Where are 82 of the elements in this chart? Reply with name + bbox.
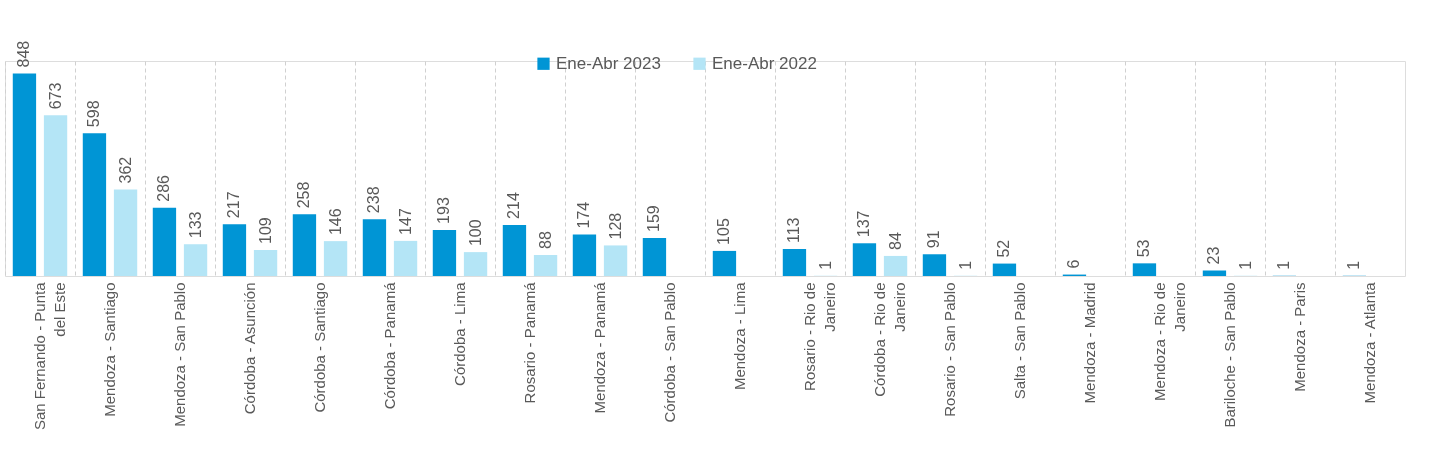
bar [432, 229, 457, 276]
x-tick-label: Mendoza - Rio de Janeiro [1151, 282, 1188, 401]
data-label: 159 [645, 205, 663, 233]
bar [603, 245, 628, 276]
bar [183, 244, 208, 276]
bar [323, 241, 348, 276]
data-label: 174 [575, 201, 593, 229]
data-label: 88 [536, 231, 554, 249]
data-label: 848 [15, 40, 33, 68]
data-label: 1 [816, 260, 834, 270]
bar [533, 254, 558, 276]
data-label: 84 [886, 232, 904, 250]
bar [1132, 263, 1157, 276]
data-label: 258 [295, 181, 313, 209]
bar [1202, 270, 1227, 276]
bar [43, 115, 68, 276]
legend-label: Ene-Abr 2023 [556, 53, 661, 73]
x-tick-label: Salta - San Pablo [1011, 282, 1028, 400]
data-label: 105 [715, 218, 733, 245]
data-label: 146 [326, 208, 344, 236]
x-tick-label: Mendoza - Panamá [591, 281, 608, 414]
bar [222, 224, 247, 276]
data-label: 23 [1205, 246, 1223, 265]
data-label: 133 [186, 211, 204, 239]
data-label: 598 [85, 100, 103, 128]
data-label: 217 [225, 191, 243, 219]
x-tick-label: San Fernando - Punta del Este [31, 281, 68, 431]
x-tick-label: Córdoba - San Pablo [661, 282, 678, 423]
bar [992, 263, 1017, 276]
x-tick-label: Córdoba - Asunción [241, 282, 258, 415]
x-tick-label: Mendoza - San Pablo [171, 282, 188, 427]
x-tick-label: Bariloche - San Pablo [1221, 282, 1238, 428]
data-label: 128 [606, 212, 624, 240]
data-label: 1 [956, 260, 974, 270]
legend-label: Ene-Abr 2022 [712, 53, 817, 73]
bar [712, 250, 737, 276]
bar [292, 214, 317, 276]
data-label: 147 [396, 208, 414, 235]
bar [502, 224, 527, 276]
bar [782, 249, 807, 276]
data-label: 286 [155, 174, 173, 202]
data-label: 91 [925, 230, 943, 249]
bar [393, 240, 418, 276]
x-tick-label: Córdoba - Panamá [381, 281, 398, 410]
data-label: 100 [466, 219, 484, 247]
data-label: 362 [116, 156, 134, 184]
data-label: 193 [435, 197, 453, 224]
data-label: 109 [256, 217, 274, 244]
x-tick-label: Mendoza - Santiago [101, 282, 118, 417]
x-tick-label: Rosario - San Pablo [941, 282, 958, 417]
x-tick-label: Córdoba - Lima [451, 281, 468, 386]
data-label: 137 [855, 210, 873, 238]
data-label: 1 [1345, 260, 1363, 270]
data-label: 238 [365, 186, 383, 214]
bar [642, 238, 667, 276]
data-label: 1 [1275, 260, 1293, 270]
data-label: 6 [1065, 259, 1083, 269]
bar [82, 133, 107, 276]
data-label: 52 [995, 239, 1013, 258]
bar [572, 234, 597, 276]
x-tick-label: Mendoza - Madrid [1081, 282, 1098, 404]
x-tick-label: Mendoza - Paris [1291, 282, 1308, 392]
x-tick-label: Rosario - Panamá [521, 281, 538, 404]
data-label: 53 [1135, 239, 1153, 258]
bar [922, 254, 947, 276]
data-label: 214 [505, 192, 523, 219]
x-tick-label: Mendoza - Atlanta [1361, 281, 1378, 404]
data-label: 113 [785, 217, 803, 244]
bar [113, 189, 138, 276]
bar [883, 255, 908, 276]
data-label: 673 [46, 82, 64, 110]
bar [152, 207, 177, 276]
data-label: 1 [1236, 260, 1254, 270]
x-tick-label: Córdoba - Rio de Janeiro [871, 282, 908, 397]
x-tick-label: Mendoza - Lima [731, 281, 748, 391]
bar [362, 219, 387, 276]
bar [12, 73, 37, 276]
bar [463, 252, 488, 276]
x-tick-label: Córdoba - Santiago [311, 282, 328, 413]
x-tick-label: Rosario - Rio de Janeiro [801, 282, 838, 391]
bar [852, 243, 877, 276]
bar [253, 249, 278, 276]
